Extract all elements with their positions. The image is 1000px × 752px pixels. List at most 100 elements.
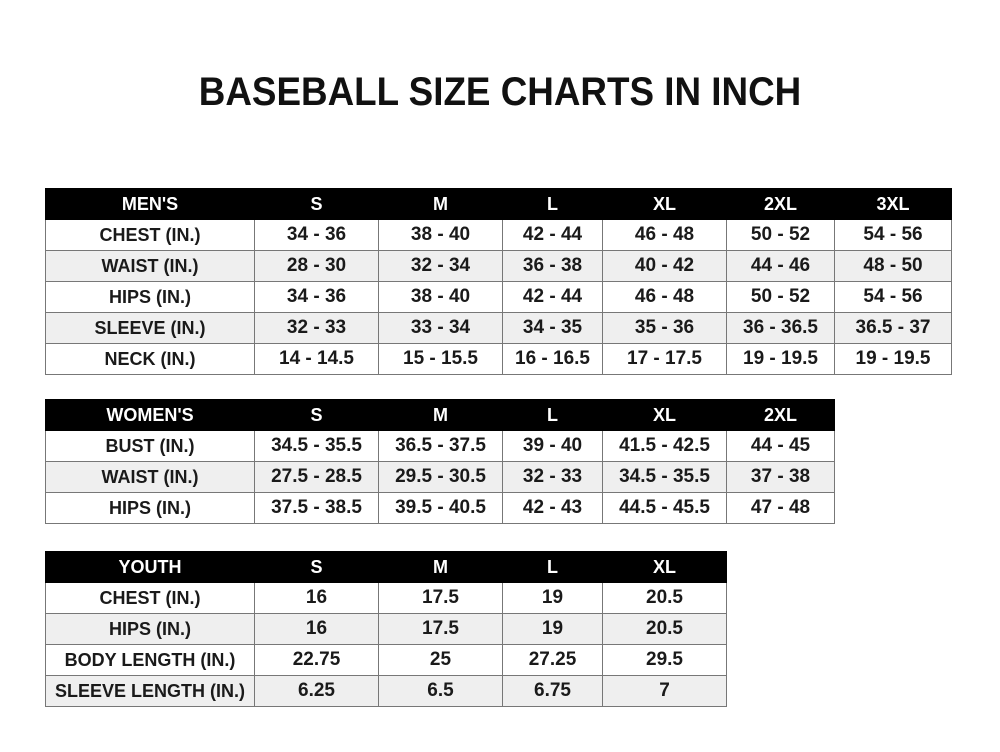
- row-label: SLEEVE LENGTH (IN.): [45, 675, 255, 707]
- measurement-cell: 41.5 - 42.5: [602, 430, 727, 462]
- table-row: WAIST (IN.) 28 - 30 32 - 34 36 - 38 40 - 42 4…: [45, 250, 952, 282]
- size-header: L: [502, 551, 603, 583]
- table-row: WAIST (IN.) 27.5 - 28.5 29.5 - 30.5 32 - 33…: [45, 461, 835, 493]
- measurement-cell: 50 - 52: [726, 281, 835, 313]
- table-row: CHEST (IN.) 34 - 36 38 - 40 42 - 44 46 - 48 5…: [45, 219, 952, 251]
- measurement-cell: 22.75: [254, 644, 379, 676]
- table-row: HIPS (IN.) 37.5 - 38.5 39.5 - 40.5 42 - 43 4…: [45, 492, 835, 524]
- measurement-cell: 44.5 - 45.5: [602, 492, 727, 524]
- measurement-cell: 44 - 46: [726, 250, 835, 282]
- measurement-cell: 33 - 34: [378, 312, 503, 344]
- mens-size-table: MEN'S S M L XL 2XL 3XL CHEST (IN.) 34 - 36 38 - 4…: [45, 188, 952, 375]
- table-row: BODY LENGTH (IN.) 22.75 25 27.25 29.5: [45, 644, 727, 676]
- measurement-cell: 38 - 40: [378, 281, 503, 313]
- size-header: XL: [602, 399, 727, 431]
- measurement-cell: 15 - 15.5: [378, 343, 503, 375]
- measurement-cell: 37.5 - 38.5: [254, 492, 379, 524]
- measurement-cell: 34 - 36: [254, 281, 379, 313]
- table-row: CHEST (IN.) 16 17.5 19 20.5: [45, 582, 727, 614]
- table-row: SLEEVE (IN.) 32 - 33 33 - 34 34 - 35 35 - 36…: [45, 312, 952, 344]
- measurement-cell: 37 - 38: [726, 461, 835, 493]
- row-label: HIPS (IN.): [45, 281, 255, 313]
- measurement-cell: 42 - 44: [502, 281, 603, 313]
- measurement-cell: 20.5: [602, 582, 727, 614]
- measurement-cell: 46 - 48: [602, 281, 727, 313]
- measurement-cell: 32 - 33: [254, 312, 379, 344]
- category-header: MEN'S: [45, 188, 255, 220]
- measurement-cell: 14 - 14.5: [254, 343, 379, 375]
- measurement-cell: 34.5 - 35.5: [254, 430, 379, 462]
- measurement-cell: 19: [502, 582, 603, 614]
- size-header: M: [378, 188, 503, 220]
- womens-size-table: WOMEN'S S M L XL 2XL BUST (IN.) 34.5 - 35.5 36.5…: [45, 399, 835, 524]
- measurement-cell: 25: [378, 644, 503, 676]
- measurement-cell: 6.25: [254, 675, 379, 707]
- measurement-cell: 28 - 30: [254, 250, 379, 282]
- size-header: XL: [602, 551, 727, 583]
- measurement-cell: 36.5 - 37.5: [378, 430, 503, 462]
- table-row: SLEEVE LENGTH (IN.) 6.25 6.5 6.75 7: [45, 675, 727, 707]
- measurement-cell: 34.5 - 35.5: [602, 461, 727, 493]
- measurement-cell: 34 - 35: [502, 312, 603, 344]
- size-header: S: [254, 551, 379, 583]
- measurement-cell: 32 - 33: [502, 461, 603, 493]
- measurement-cell: 39.5 - 40.5: [378, 492, 503, 524]
- measurement-cell: 27.25: [502, 644, 603, 676]
- measurement-cell: 40 - 42: [602, 250, 727, 282]
- header-row: YOUTH S M L XL: [45, 551, 727, 583]
- measurement-cell: 44 - 45: [726, 430, 835, 462]
- row-label: WAIST (IN.): [45, 250, 255, 282]
- row-label: SLEEVE (IN.): [45, 312, 255, 344]
- measurement-cell: 39 - 40: [502, 430, 603, 462]
- header-row: WOMEN'S S M L XL 2XL: [45, 399, 835, 431]
- measurement-cell: 16: [254, 582, 379, 614]
- table-row: BUST (IN.) 34.5 - 35.5 36.5 - 37.5 39 - 40 4…: [45, 430, 835, 462]
- size-header: 2XL: [726, 399, 835, 431]
- measurement-cell: 17.5: [378, 613, 503, 645]
- row-label: HIPS (IN.): [45, 492, 255, 524]
- measurement-cell: 20.5: [602, 613, 727, 645]
- size-header: M: [378, 399, 503, 431]
- measurement-cell: 50 - 52: [726, 219, 835, 251]
- size-header: M: [378, 551, 503, 583]
- measurement-cell: 42 - 44: [502, 219, 603, 251]
- measurement-cell: 54 - 56: [834, 219, 952, 251]
- measurement-cell: 29.5 - 30.5: [378, 461, 503, 493]
- measurement-cell: 19 - 19.5: [834, 343, 952, 375]
- measurement-cell: 35 - 36: [602, 312, 727, 344]
- table-row: NECK (IN.) 14 - 14.5 15 - 15.5 16 - 16.5 17 …: [45, 343, 952, 375]
- size-header: 3XL: [834, 188, 952, 220]
- size-header: XL: [602, 188, 727, 220]
- measurement-cell: 17.5: [378, 582, 503, 614]
- measurement-cell: 17 - 17.5: [602, 343, 727, 375]
- measurement-cell: 19 - 19.5: [726, 343, 835, 375]
- measurement-cell: 48 - 50: [834, 250, 952, 282]
- measurement-cell: 32 - 34: [378, 250, 503, 282]
- measurement-cell: 16: [254, 613, 379, 645]
- measurement-cell: 6.75: [502, 675, 603, 707]
- category-header: WOMEN'S: [45, 399, 255, 431]
- row-label: CHEST (IN.): [45, 219, 255, 251]
- size-header: L: [502, 188, 603, 220]
- measurement-cell: 29.5: [602, 644, 727, 676]
- measurement-cell: 34 - 36: [254, 219, 379, 251]
- size-header: S: [254, 188, 379, 220]
- row-label: HIPS (IN.): [45, 613, 255, 645]
- category-header: YOUTH: [45, 551, 255, 583]
- measurement-cell: 36.5 - 37: [834, 312, 952, 344]
- row-label: NECK (IN.): [45, 343, 255, 375]
- measurement-cell: 42 - 43: [502, 492, 603, 524]
- table-row: HIPS (IN.) 16 17.5 19 20.5: [45, 613, 727, 645]
- row-label: CHEST (IN.): [45, 582, 255, 614]
- measurement-cell: 38 - 40: [378, 219, 503, 251]
- measurement-cell: 6.5: [378, 675, 503, 707]
- table-row: HIPS (IN.) 34 - 36 38 - 40 42 - 44 46 - 48 50…: [45, 281, 952, 313]
- measurement-cell: 46 - 48: [602, 219, 727, 251]
- row-label: WAIST (IN.): [45, 461, 255, 493]
- measurement-cell: 19: [502, 613, 603, 645]
- measurement-cell: 54 - 56: [834, 281, 952, 313]
- page-title: BASEBALL SIZE CHARTS IN INCH: [198, 70, 802, 114]
- measurement-cell: 36 - 36.5: [726, 312, 835, 344]
- size-header: L: [502, 399, 603, 431]
- measurement-cell: 36 - 38: [502, 250, 603, 282]
